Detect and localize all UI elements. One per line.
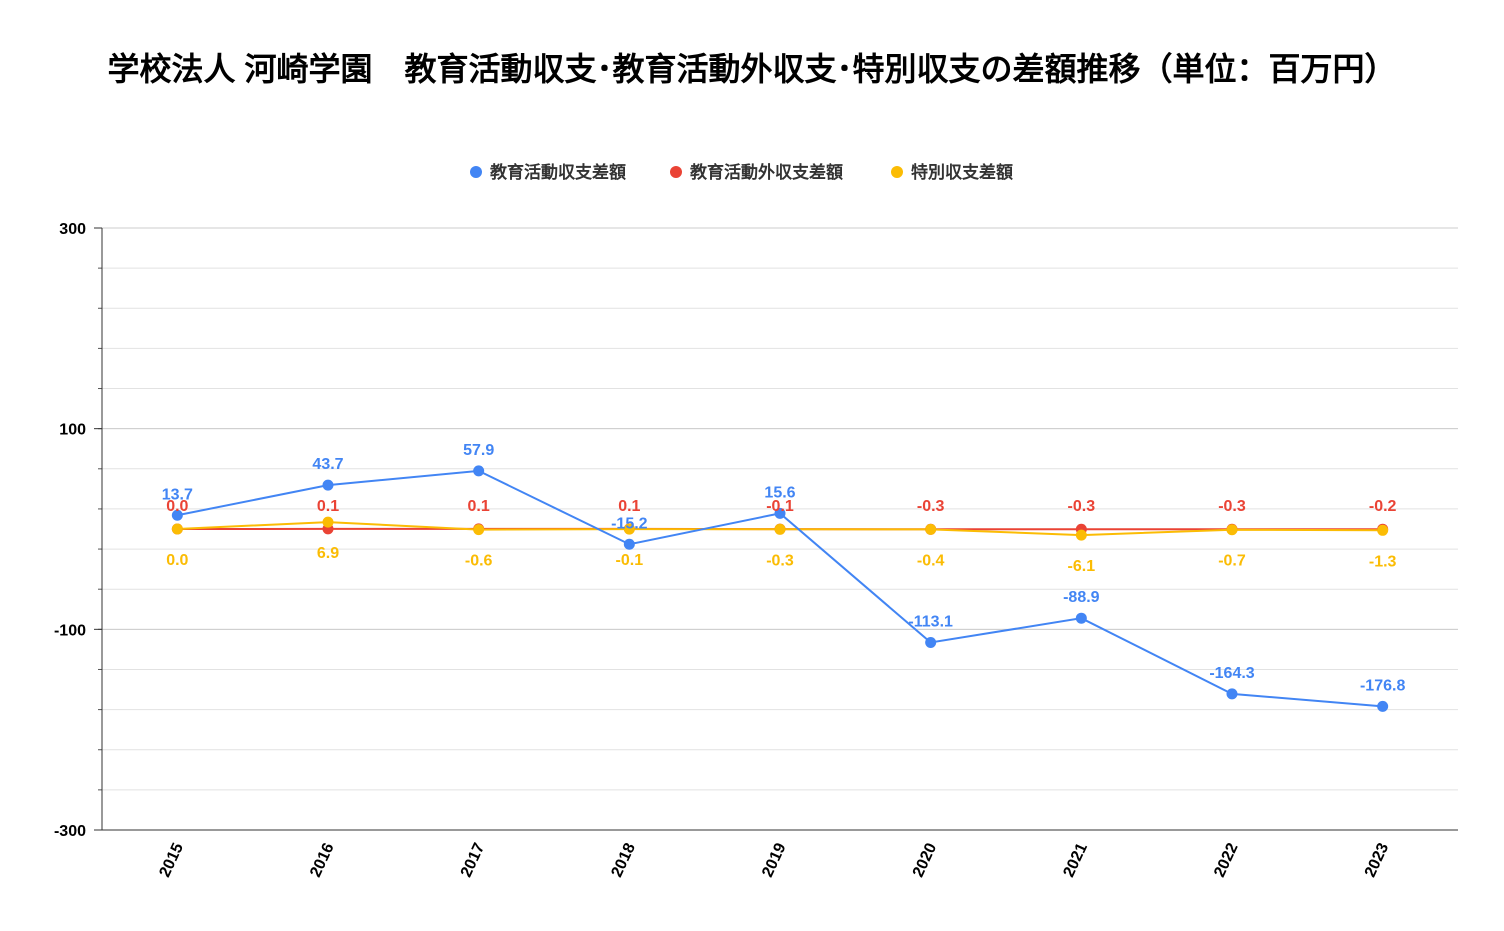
data-point: [1226, 688, 1238, 700]
data-label: -113.1: [908, 613, 953, 630]
data-label: -0.3: [766, 552, 794, 569]
data-point: [623, 523, 635, 535]
data-point: [1075, 612, 1087, 624]
data-label: 6.9: [317, 545, 339, 562]
data-point: [322, 479, 334, 491]
x-tick-label: 2020: [910, 840, 940, 880]
legend-marker: [470, 166, 482, 178]
data-label: 0.0: [166, 552, 188, 569]
data-label: -1.3: [1369, 553, 1397, 570]
data-label: -0.1: [616, 552, 644, 569]
data-point: [1377, 524, 1389, 536]
data-point: [473, 465, 485, 477]
data-point: [171, 523, 183, 535]
legend-label: 教育活動外収支差額: [689, 162, 843, 182]
data-label: -0.6: [465, 553, 493, 570]
data-point: [1377, 700, 1389, 712]
data-label: -15.2: [611, 515, 648, 532]
data-label: -0.4: [917, 552, 945, 569]
y-tick-label: -300: [54, 823, 86, 840]
data-label: -6.1: [1068, 558, 1096, 575]
data-label: 0.0: [166, 498, 188, 515]
data-point: [623, 538, 635, 550]
data-label: -0.1: [766, 498, 794, 515]
data-point: [925, 636, 937, 648]
data-point: [774, 507, 786, 519]
data-label: -0.3: [1218, 498, 1246, 515]
y-tick-label: -100: [54, 622, 86, 639]
data-label: -176.8: [1360, 677, 1405, 694]
data-label: 0.1: [618, 498, 640, 515]
y-tick-label: 100: [59, 422, 86, 439]
legend-label: 教育活動収支差額: [489, 162, 626, 182]
data-point: [322, 516, 334, 528]
data-label: 57.9: [463, 442, 494, 459]
data-label: -0.7: [1218, 553, 1246, 570]
y-tick-label: 300: [59, 221, 86, 238]
data-label: 0.1: [317, 498, 339, 515]
data-point: [171, 509, 183, 521]
data-label: -0.3: [1068, 498, 1096, 515]
legend-label: 特別収支差額: [911, 162, 1013, 182]
data-point: [1075, 529, 1087, 541]
legend-marker: [891, 166, 903, 178]
x-tick-label: 2018: [609, 840, 639, 880]
data-label: -164.3: [1209, 665, 1254, 682]
x-tick-label: 2019: [759, 840, 789, 880]
x-tick-label: 2023: [1362, 840, 1392, 880]
x-tick-label: 2021: [1061, 840, 1091, 880]
chart-title: 学校法人 河崎学園 教育活動収支･教育活動外収支･特別収支の差額推移（単位：百万…: [107, 51, 1397, 87]
data-point: [473, 524, 485, 536]
data-point: [925, 523, 937, 535]
data-label: -0.3: [917, 498, 945, 515]
x-tick-label: 2015: [157, 840, 187, 880]
data-point: [774, 523, 786, 535]
x-tick-label: 2022: [1211, 840, 1241, 880]
legend-marker: [670, 166, 682, 178]
data-label: 15.6: [764, 484, 795, 501]
data-label: -88.9: [1063, 589, 1100, 606]
data-label: 43.7: [312, 456, 343, 473]
data-label: 0.1: [468, 498, 490, 515]
x-tick-label: 2016: [307, 840, 337, 880]
data-point: [1226, 524, 1238, 536]
x-tick-label: 2017: [458, 840, 488, 880]
data-label: -0.2: [1369, 498, 1397, 515]
data-label: 13.7: [162, 486, 193, 503]
